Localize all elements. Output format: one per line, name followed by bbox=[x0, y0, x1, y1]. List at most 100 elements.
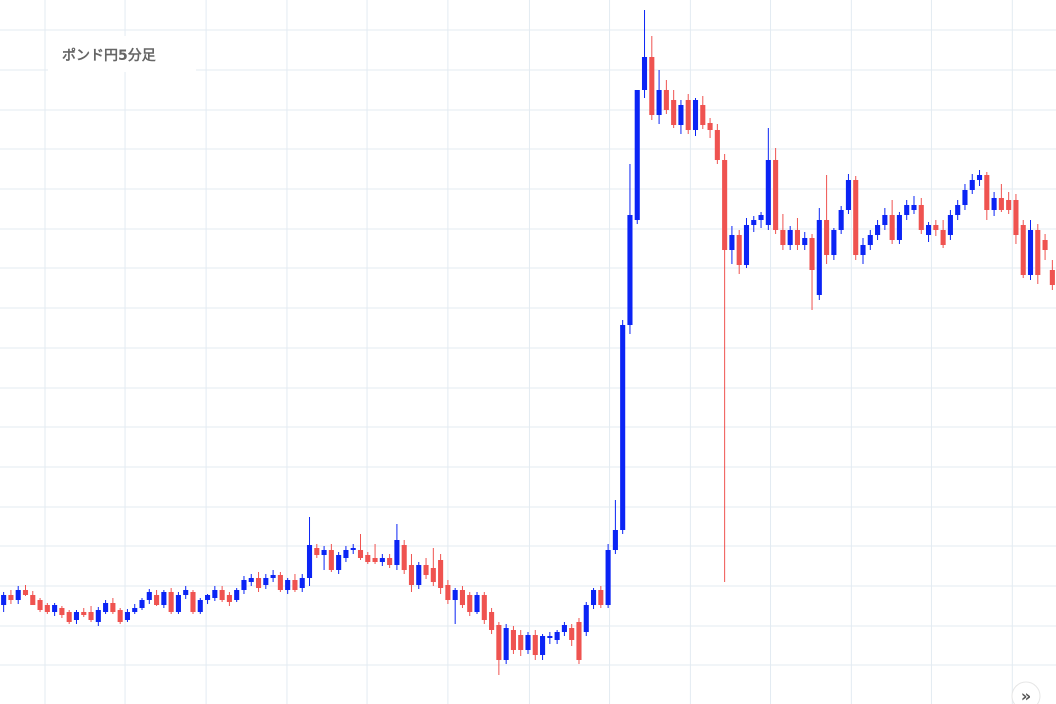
candle-body bbox=[947, 215, 953, 235]
candle-body bbox=[124, 612, 130, 620]
candle-body bbox=[350, 548, 356, 550]
candle-body bbox=[175, 595, 181, 612]
candle-body bbox=[918, 205, 924, 230]
candle-body bbox=[292, 580, 298, 590]
candle-body bbox=[489, 612, 495, 630]
candle-body bbox=[416, 565, 422, 585]
candle-body bbox=[314, 548, 320, 555]
candle-body bbox=[889, 215, 895, 240]
candle-body bbox=[656, 90, 662, 115]
candle-body bbox=[270, 575, 276, 578]
candle-body bbox=[882, 215, 888, 225]
candle-body bbox=[605, 550, 611, 605]
candle-body bbox=[394, 540, 400, 565]
candle-body bbox=[933, 225, 939, 230]
candle-body bbox=[336, 555, 342, 570]
candle-body bbox=[962, 190, 968, 205]
candle-body bbox=[845, 180, 851, 210]
candle-body bbox=[714, 130, 720, 160]
candle-body bbox=[620, 325, 626, 530]
candle-body bbox=[780, 230, 786, 245]
candle-body bbox=[197, 600, 203, 612]
candle-body bbox=[139, 600, 145, 608]
candle-body bbox=[52, 605, 58, 612]
candle-body bbox=[401, 545, 407, 570]
candles bbox=[1, 10, 1055, 675]
candle-body bbox=[15, 590, 21, 600]
candle-body bbox=[1035, 230, 1041, 275]
candle-body bbox=[751, 220, 757, 225]
candle-body bbox=[387, 558, 393, 565]
candle-body bbox=[37, 600, 43, 610]
candle-body bbox=[161, 592, 167, 605]
candle-body bbox=[998, 198, 1004, 210]
candle-body bbox=[554, 632, 560, 640]
candle-body bbox=[736, 235, 742, 265]
candle-body bbox=[685, 100, 691, 130]
candle-body bbox=[481, 595, 487, 620]
candle-body bbox=[328, 550, 334, 570]
candle-body bbox=[117, 610, 123, 622]
candle-body bbox=[372, 558, 378, 562]
candle-body bbox=[8, 595, 14, 600]
candle-body bbox=[430, 568, 436, 582]
candle-body bbox=[190, 592, 196, 612]
candle-body bbox=[146, 592, 152, 600]
candle-body bbox=[132, 608, 138, 612]
candle-body bbox=[692, 100, 699, 130]
candle-body bbox=[1027, 230, 1034, 275]
candle-body bbox=[234, 590, 240, 600]
scroll-button[interactable] bbox=[1011, 681, 1041, 704]
candle-body bbox=[22, 590, 29, 595]
candle-body bbox=[459, 590, 466, 605]
candle-body bbox=[103, 603, 109, 612]
candle-body bbox=[365, 555, 371, 562]
candle-body bbox=[729, 235, 735, 250]
candle-body bbox=[306, 545, 313, 578]
candle-body bbox=[743, 225, 750, 265]
candle-body bbox=[765, 160, 771, 225]
candle-body bbox=[183, 590, 189, 595]
candle-body bbox=[649, 57, 655, 115]
scroll-button-label[interactable]: » bbox=[1021, 687, 1031, 704]
candle-body bbox=[467, 595, 473, 612]
candle-body bbox=[423, 565, 429, 575]
candle-body bbox=[1013, 200, 1019, 235]
candle-body bbox=[277, 575, 283, 590]
candle-body bbox=[474, 595, 480, 612]
candle-body bbox=[540, 636, 546, 655]
candle-body bbox=[809, 238, 815, 270]
candle-body bbox=[321, 550, 327, 555]
candle-body bbox=[831, 230, 837, 255]
candle-body bbox=[671, 100, 677, 125]
candle-body bbox=[357, 550, 364, 558]
candle-body bbox=[95, 610, 101, 622]
candle-body bbox=[452, 590, 458, 600]
candle-body bbox=[241, 580, 247, 590]
candle-body bbox=[81, 612, 87, 615]
candle-body bbox=[794, 230, 801, 245]
candle-body bbox=[379, 558, 385, 562]
candle-body bbox=[212, 590, 218, 598]
candle-body bbox=[525, 635, 531, 650]
candle-body bbox=[532, 635, 538, 655]
candle-body bbox=[445, 585, 451, 600]
candle-body bbox=[976, 175, 983, 180]
candle-body bbox=[1020, 225, 1026, 275]
candle-body bbox=[853, 180, 859, 255]
candle-body bbox=[707, 123, 713, 130]
title-box bbox=[48, 36, 196, 72]
candle-body bbox=[824, 220, 830, 255]
candle-body bbox=[926, 225, 932, 235]
candle-body bbox=[255, 578, 262, 588]
candle-body bbox=[299, 578, 305, 588]
candle-body bbox=[627, 215, 633, 325]
candle-body bbox=[1049, 270, 1055, 285]
candle-body bbox=[168, 592, 174, 612]
candle-body bbox=[73, 612, 80, 620]
candle-body bbox=[802, 238, 808, 245]
candle-body bbox=[758, 215, 764, 220]
chart-title: ポンド円5分足 bbox=[62, 47, 157, 64]
